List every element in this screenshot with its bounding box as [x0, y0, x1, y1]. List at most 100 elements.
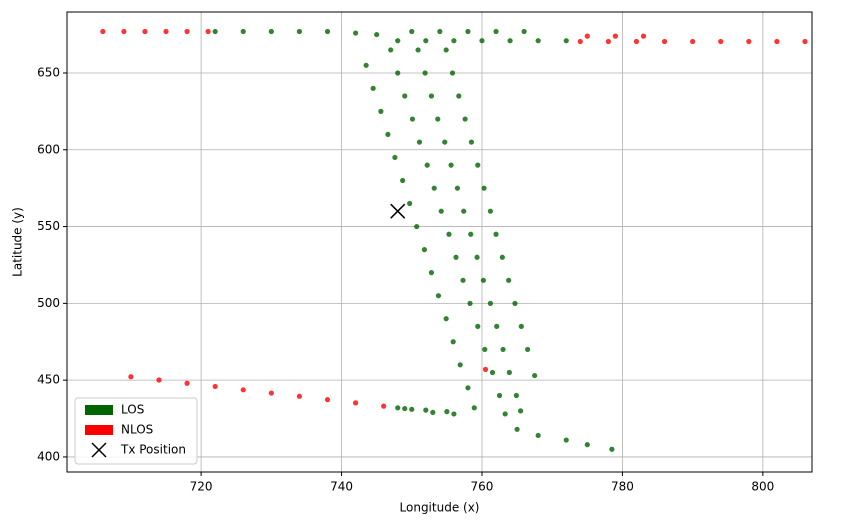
y-tick-label: 550 — [37, 219, 60, 233]
point — [416, 139, 423, 145]
point — [428, 93, 435, 99]
point — [493, 28, 499, 35]
point — [212, 383, 218, 390]
point — [487, 208, 494, 214]
point — [718, 38, 724, 45]
point — [493, 231, 499, 237]
point — [525, 346, 531, 353]
point — [451, 38, 457, 44]
point — [437, 28, 443, 35]
point — [502, 411, 508, 417]
point — [395, 38, 401, 44]
point — [507, 38, 513, 44]
point — [506, 369, 512, 376]
point — [518, 323, 524, 329]
point — [438, 208, 444, 214]
point — [453, 254, 459, 260]
y-tick-label: 500 — [37, 296, 60, 310]
point — [496, 392, 503, 399]
point — [468, 139, 475, 145]
point — [388, 47, 394, 53]
x-tick-label: 780 — [611, 480, 634, 494]
point — [381, 403, 387, 409]
point — [577, 38, 583, 45]
x-axis-label: Longitude (x) — [400, 501, 480, 515]
point — [421, 247, 428, 253]
point — [385, 131, 391, 138]
point — [240, 387, 246, 393]
point — [461, 208, 467, 214]
point — [532, 372, 538, 379]
x-tick-label: 740 — [330, 480, 353, 494]
x-tick-label: 760 — [471, 480, 494, 494]
point — [431, 185, 437, 191]
point — [352, 30, 359, 36]
point — [535, 38, 541, 44]
legend: LOS NLOS Tx Position — [74, 397, 198, 465]
y-tick-label: 600 — [37, 142, 60, 156]
point — [746, 38, 752, 45]
point — [456, 93, 462, 99]
point — [460, 277, 466, 283]
point — [471, 405, 477, 411]
point — [479, 38, 485, 44]
point — [395, 70, 401, 76]
point — [487, 300, 494, 306]
point — [535, 432, 541, 439]
point — [661, 38, 668, 45]
point — [363, 62, 369, 68]
point — [451, 411, 457, 417]
legend-swatch — [85, 425, 113, 435]
point — [296, 28, 303, 35]
point — [481, 185, 487, 191]
point — [605, 38, 611, 45]
point — [128, 374, 134, 380]
point — [352, 400, 359, 406]
point — [370, 85, 376, 91]
point — [422, 70, 428, 76]
point — [324, 28, 331, 35]
point — [802, 38, 808, 45]
tx-marker — [390, 203, 406, 219]
point — [465, 385, 471, 391]
x-tick-label: 720 — [190, 480, 213, 494]
point — [446, 231, 452, 237]
point — [444, 409, 450, 415]
point — [100, 28, 106, 35]
point — [494, 323, 500, 329]
point — [690, 38, 696, 45]
point — [443, 316, 449, 322]
point — [584, 33, 590, 39]
point — [774, 38, 780, 45]
point — [513, 392, 519, 399]
point — [563, 437, 569, 443]
tx-marker — [91, 442, 107, 458]
point — [475, 162, 481, 168]
point — [409, 28, 415, 35]
point — [468, 231, 474, 237]
legend-label: NLOS — [121, 423, 153, 437]
point — [640, 33, 647, 39]
point — [499, 254, 505, 260]
point — [449, 70, 456, 76]
point — [584, 442, 590, 448]
point — [184, 380, 190, 386]
point — [480, 277, 486, 283]
point — [163, 28, 169, 35]
point — [415, 47, 421, 53]
point — [474, 254, 480, 260]
point — [156, 377, 162, 383]
point — [430, 409, 436, 416]
point — [414, 223, 420, 230]
y-tick-label: 450 — [37, 373, 60, 387]
point — [428, 270, 435, 276]
point — [268, 28, 274, 35]
point — [450, 339, 456, 345]
point — [184, 28, 190, 35]
point — [407, 200, 413, 207]
legend-swatch — [85, 405, 113, 415]
point — [454, 185, 461, 191]
y-tick-label: 400 — [37, 449, 60, 463]
point — [448, 162, 454, 168]
